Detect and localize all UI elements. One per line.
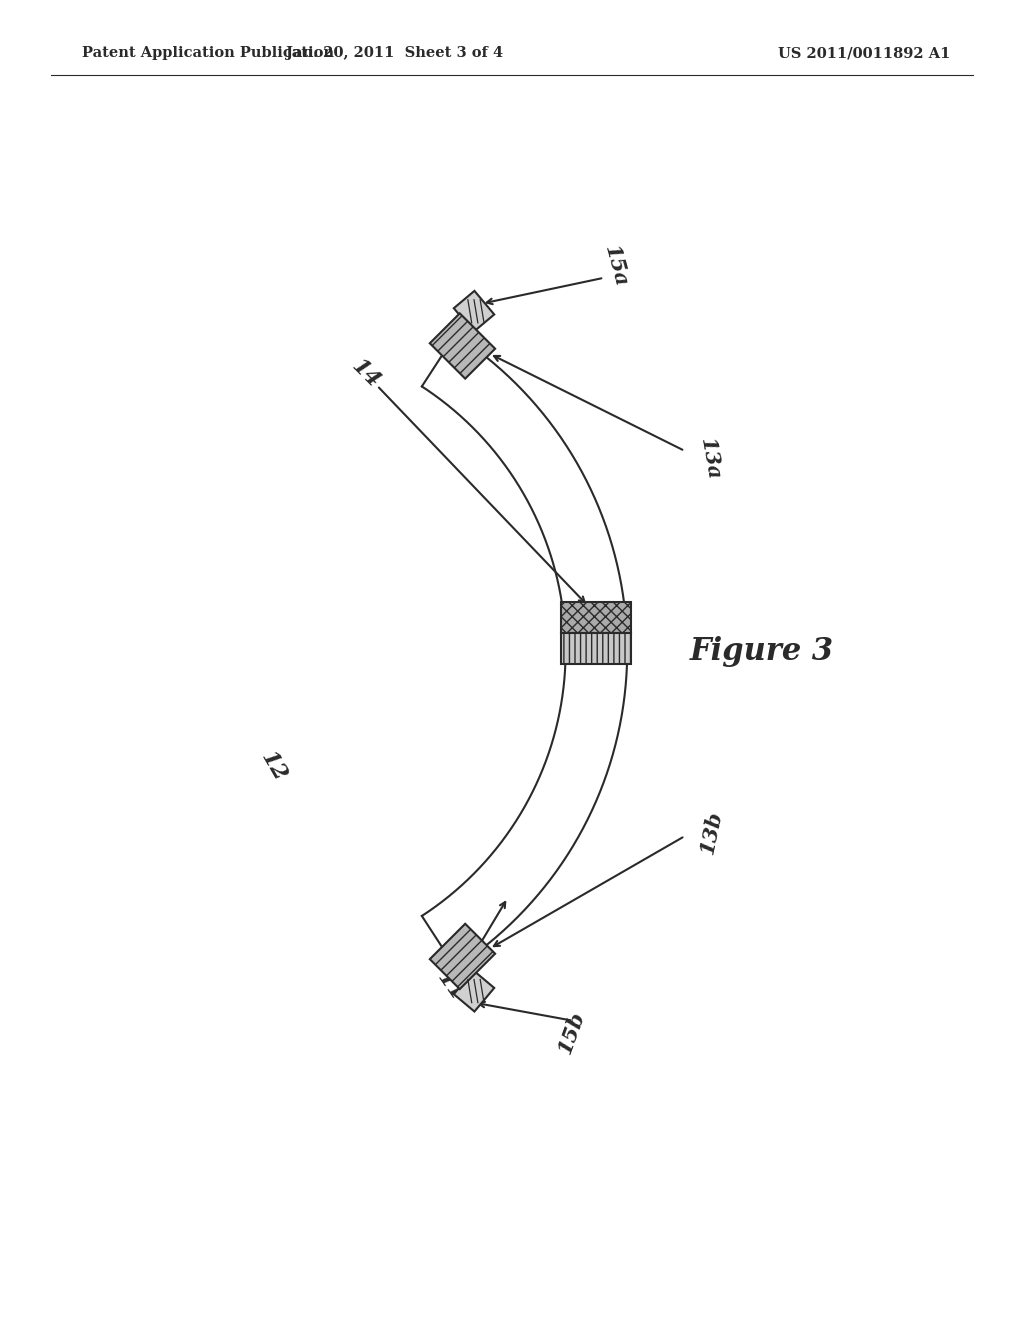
Text: Jan. 20, 2011  Sheet 3 of 4: Jan. 20, 2011 Sheet 3 of 4 [286, 46, 503, 61]
Text: US 2011/0011892 A1: US 2011/0011892 A1 [778, 46, 950, 61]
Bar [561, 634, 631, 664]
Polygon shape [430, 313, 496, 379]
Text: Patent Application Publication: Patent Application Publication [82, 46, 334, 61]
Polygon shape [454, 290, 495, 331]
Polygon shape [454, 970, 495, 1011]
Text: Figure 3: Figure 3 [690, 636, 834, 667]
Text: 15a: 15a [600, 243, 631, 289]
Text: 12: 12 [256, 747, 290, 785]
Text: 13b: 13b [696, 809, 725, 855]
Text: 14: 14 [347, 355, 384, 393]
Text: 13a: 13a [696, 436, 724, 482]
Bar [561, 602, 631, 634]
Polygon shape [430, 924, 496, 989]
Text: 15b: 15b [554, 1008, 588, 1056]
Text: 11: 11 [432, 968, 468, 1005]
